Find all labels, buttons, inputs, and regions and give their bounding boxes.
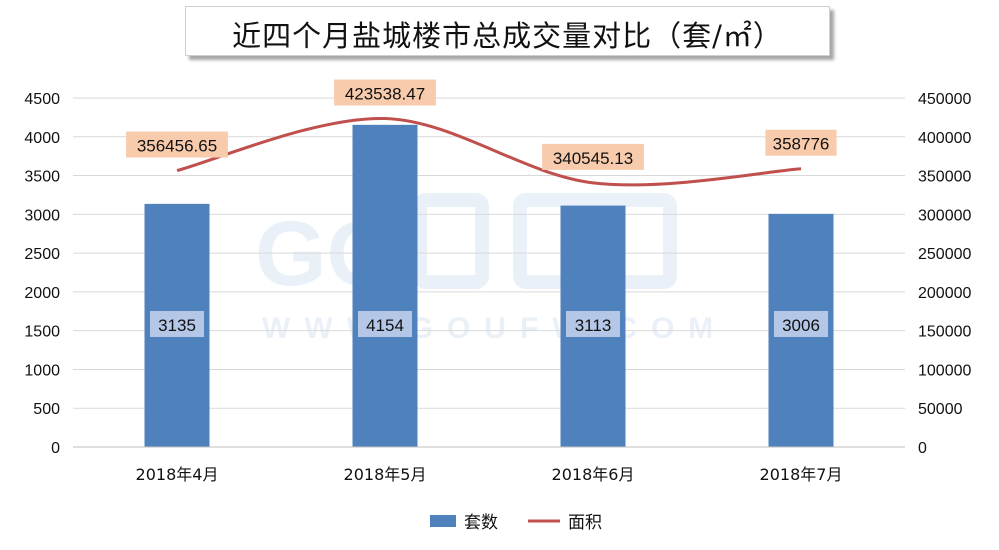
chart-title: 近四个月盐城楼市总成交量对比（套/㎡） — [232, 19, 783, 53]
bar-data-label: 3135 — [158, 316, 196, 335]
line-data-label-bg — [542, 143, 644, 170]
y-left-tick-label: 0 — [51, 440, 60, 457]
y-left-tick-label: 3000 — [24, 207, 60, 224]
y-left-tick-label: 1500 — [24, 324, 60, 341]
area-series-line — [176, 117, 802, 187]
line-data-label: 340545.13 — [553, 149, 633, 168]
bar-data-label-bg — [358, 311, 412, 337]
y-left-tick-label: 2500 — [24, 246, 60, 263]
y-right-tick-label: 250000 — [918, 246, 971, 263]
y-right-tick-label: 450000 — [918, 91, 971, 108]
y-right-tick-label: 400000 — [918, 130, 971, 147]
bar-data-label: 3113 — [575, 316, 612, 335]
y-left-tick-label: 500 — [33, 401, 60, 418]
y-right-tick-label: 50000 — [918, 401, 963, 418]
y-left-tick-label: 1000 — [24, 362, 60, 379]
x-tick-label: 2018年5月 — [344, 465, 427, 484]
line-data-label: 356456.65 — [137, 137, 217, 156]
legend-label: 套数 — [464, 513, 498, 533]
chart-title-box: 近四个月盐城楼市总成交量对比（套/㎡） — [185, 6, 830, 56]
x-tick-label: 2018年7月 — [760, 465, 843, 484]
watermark-logo: GO WWW.GOUFW.COM — [255, 193, 727, 345]
bar-data-label-bg — [566, 311, 620, 337]
y-right-tick-label: 150000 — [918, 324, 971, 341]
bar-data-label: 3006 — [782, 316, 820, 335]
x-tick-label: 2018年6月 — [552, 465, 635, 484]
x-tick-label: 2018年4月 — [136, 465, 219, 484]
svg-text:WWW.GOUFW.COM: WWW.GOUFW.COM — [262, 312, 727, 345]
line-data-label: 358776 — [773, 135, 830, 154]
bar — [352, 124, 418, 447]
y-left-tick-label: 2000 — [24, 285, 60, 302]
line-data-label-bg — [765, 129, 837, 156]
y-right-tick-label: 350000 — [918, 169, 971, 186]
y-left-tick-label: 4000 — [24, 130, 60, 147]
y-right-tick-label: 0 — [918, 440, 927, 457]
y-right-tick-label: 100000 — [918, 362, 971, 379]
legend-label: 面积 — [568, 513, 602, 533]
legend-swatch-bar — [430, 515, 456, 527]
y-left-tick-label: 4500 — [24, 91, 60, 108]
y-right-tick-label: 200000 — [918, 285, 971, 302]
y-left-tick-label: 3500 — [24, 169, 60, 186]
bar-data-label: 4154 — [366, 316, 404, 335]
bar-data-label-bg — [774, 311, 828, 337]
y-right-tick-label: 300000 — [918, 207, 971, 224]
line-data-label-bg — [334, 79, 436, 106]
bar-data-label-bg — [150, 311, 204, 337]
line-data-label-bg — [126, 131, 228, 158]
line-data-label: 423538.47 — [345, 85, 425, 104]
